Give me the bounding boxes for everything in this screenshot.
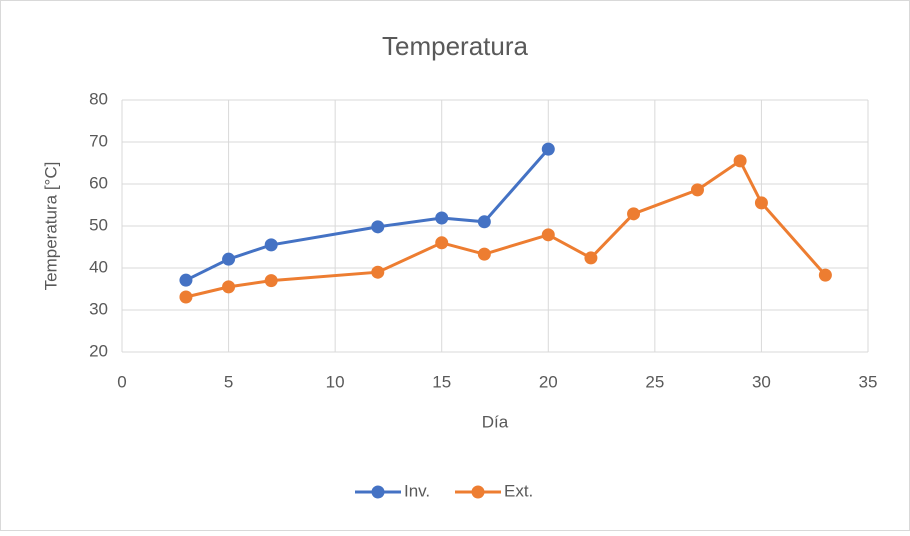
data-point [584, 251, 598, 265]
x-tick-label: 35 [859, 372, 878, 391]
x-tick-label: 20 [539, 372, 558, 391]
y-tick-label: 60 [89, 173, 108, 192]
y-tick-label: 70 [89, 131, 108, 150]
data-point [179, 273, 193, 287]
data-point [264, 274, 278, 288]
legend-marker [371, 485, 385, 499]
legend-label: Inv. [404, 481, 430, 500]
chart-title: Temperatura [382, 31, 528, 61]
data-point [264, 238, 278, 252]
data-point [371, 265, 385, 279]
y-tick-label: 80 [89, 89, 108, 108]
x-tick-label: 30 [752, 372, 771, 391]
y-axis-label: Temperatura [°C] [41, 162, 60, 291]
x-tick-label: 15 [432, 372, 451, 391]
data-point [690, 183, 704, 197]
x-tick-label: 25 [645, 372, 664, 391]
data-point [222, 252, 236, 266]
y-tick-label: 50 [89, 215, 108, 234]
y-tick-label: 40 [89, 257, 108, 276]
data-point [179, 290, 193, 304]
data-point [435, 211, 449, 225]
data-point [541, 142, 555, 156]
x-tick-label: 0 [117, 372, 126, 391]
data-point [754, 196, 768, 210]
x-tick-label: 5 [224, 372, 233, 391]
data-point [435, 236, 449, 250]
data-point [627, 207, 641, 221]
legend-marker [471, 485, 485, 499]
data-point [733, 154, 747, 168]
data-point [371, 220, 385, 234]
x-tick-label: 10 [326, 372, 345, 391]
x-axis-label: Día [482, 412, 509, 431]
data-point [818, 268, 832, 282]
y-tick-label: 30 [89, 299, 108, 318]
y-tick-label: 20 [89, 341, 108, 360]
data-point [477, 247, 491, 261]
legend-label: Ext. [504, 481, 533, 500]
data-point [222, 280, 236, 294]
data-point [477, 215, 491, 229]
data-point [541, 228, 555, 242]
